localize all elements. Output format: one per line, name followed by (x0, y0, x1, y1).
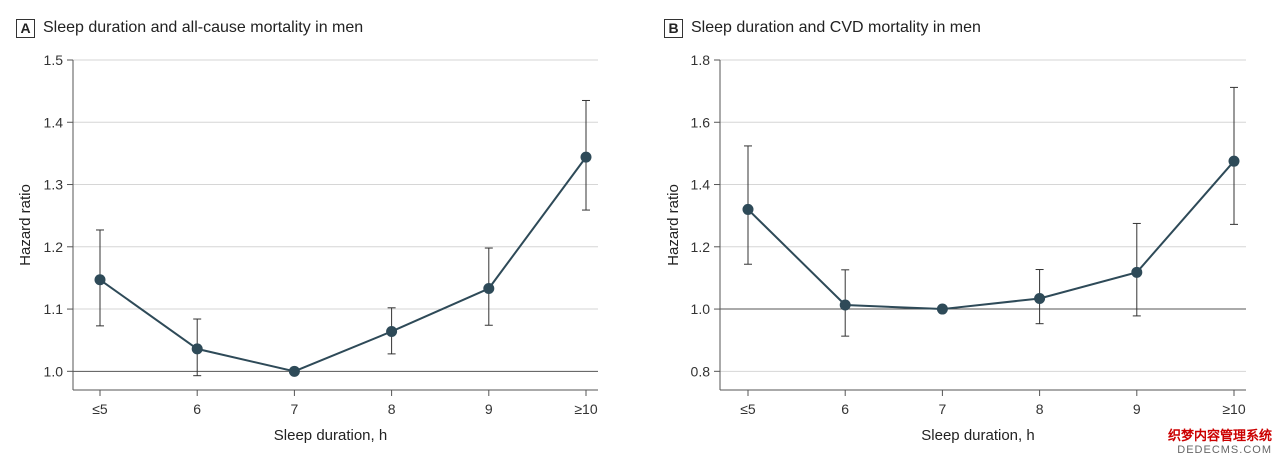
y-tick-label: 1.1 (44, 301, 64, 317)
x-tick-label: ≤5 (740, 401, 756, 417)
panel-a-header: A Sleep duration and all-cause mortality… (16, 16, 363, 40)
data-point (580, 151, 592, 163)
x-tick-label: ≥10 (1222, 401, 1245, 417)
chart-b-svg: 0.8 1.0 1.2 1.4 1.6 1.8 ≤5 6 7 8 9 ≥10 Sleep duratio… (665, 52, 1246, 444)
data-point (1228, 155, 1240, 167)
data-point (483, 283, 495, 295)
chart-a-svg: 1.0 1.1 1.2 1.3 1.4 1.5 ≤5 6 7 8 9 ≥10 Sleep duratio… (17, 52, 598, 444)
x-tick-label: 7 (291, 401, 299, 417)
watermark: 织梦内容管理系统 DEDECMS.COM (1168, 429, 1272, 457)
y-tick-label: 1.8 (691, 52, 711, 68)
data-point (936, 303, 948, 315)
data-point (1034, 292, 1046, 304)
chart-panel-b: B Sleep duration and CVD mortality in me… (648, 0, 1280, 461)
series-line (747, 160, 1235, 311)
y-axis-label: Hazard ratio (665, 184, 682, 266)
data-point (191, 343, 203, 355)
watermark-line1: 织梦内容管理系统 (1167, 428, 1272, 443)
x-tick-label: 6 (193, 401, 201, 417)
x-axis-label: Sleep duration, h (274, 427, 387, 444)
y-tick-label: 1.4 (44, 114, 64, 130)
x-tick-label: 7 (939, 401, 947, 417)
y-tick-label: 1.3 (44, 177, 64, 193)
y-axis-label: Hazard ratio (17, 184, 34, 266)
panel-b-letter: B (664, 18, 683, 38)
x-tick-label: 9 (485, 401, 493, 417)
panel-b-header: B Sleep duration and CVD mortality in me… (664, 16, 981, 40)
panel-a-title: Sleep duration and all-cause mortality i… (43, 19, 364, 36)
x-tick-label: 8 (388, 401, 396, 417)
x-tick-label: ≥10 (574, 401, 597, 417)
data-point (839, 299, 851, 311)
y-tick-label: 1.5 (44, 52, 64, 68)
y-tick-label: 1.0 (691, 301, 711, 317)
y-tick-label: 1.6 (691, 114, 711, 130)
x-axis-label: Sleep duration, h (921, 427, 1034, 444)
panel-a-letter: A (16, 18, 35, 38)
watermark-line2: DEDECMS.COM (1177, 444, 1272, 456)
panel-b-title: Sleep duration and CVD mortality in men (691, 19, 981, 36)
x-tick-label: 9 (1133, 401, 1141, 417)
y-tick-label: 1.2 (691, 239, 711, 255)
data-point (288, 365, 300, 377)
x-tick-label: 8 (1036, 401, 1044, 417)
data-point (386, 325, 398, 337)
x-tick-label: 6 (841, 401, 849, 417)
series-line (99, 156, 587, 373)
y-tick-label: 1.4 (691, 177, 711, 193)
data-point (742, 203, 754, 215)
y-tick-label: 0.8 (691, 363, 711, 379)
data-point (1131, 266, 1143, 278)
chart-panel-a: A Sleep duration and all-cause mortality… (16, 16, 598, 444)
x-tick-label: ≤5 (92, 401, 108, 417)
y-tick-label: 1.0 (44, 363, 64, 379)
data-point (94, 274, 106, 286)
y-tick-label: 1.2 (44, 239, 64, 255)
